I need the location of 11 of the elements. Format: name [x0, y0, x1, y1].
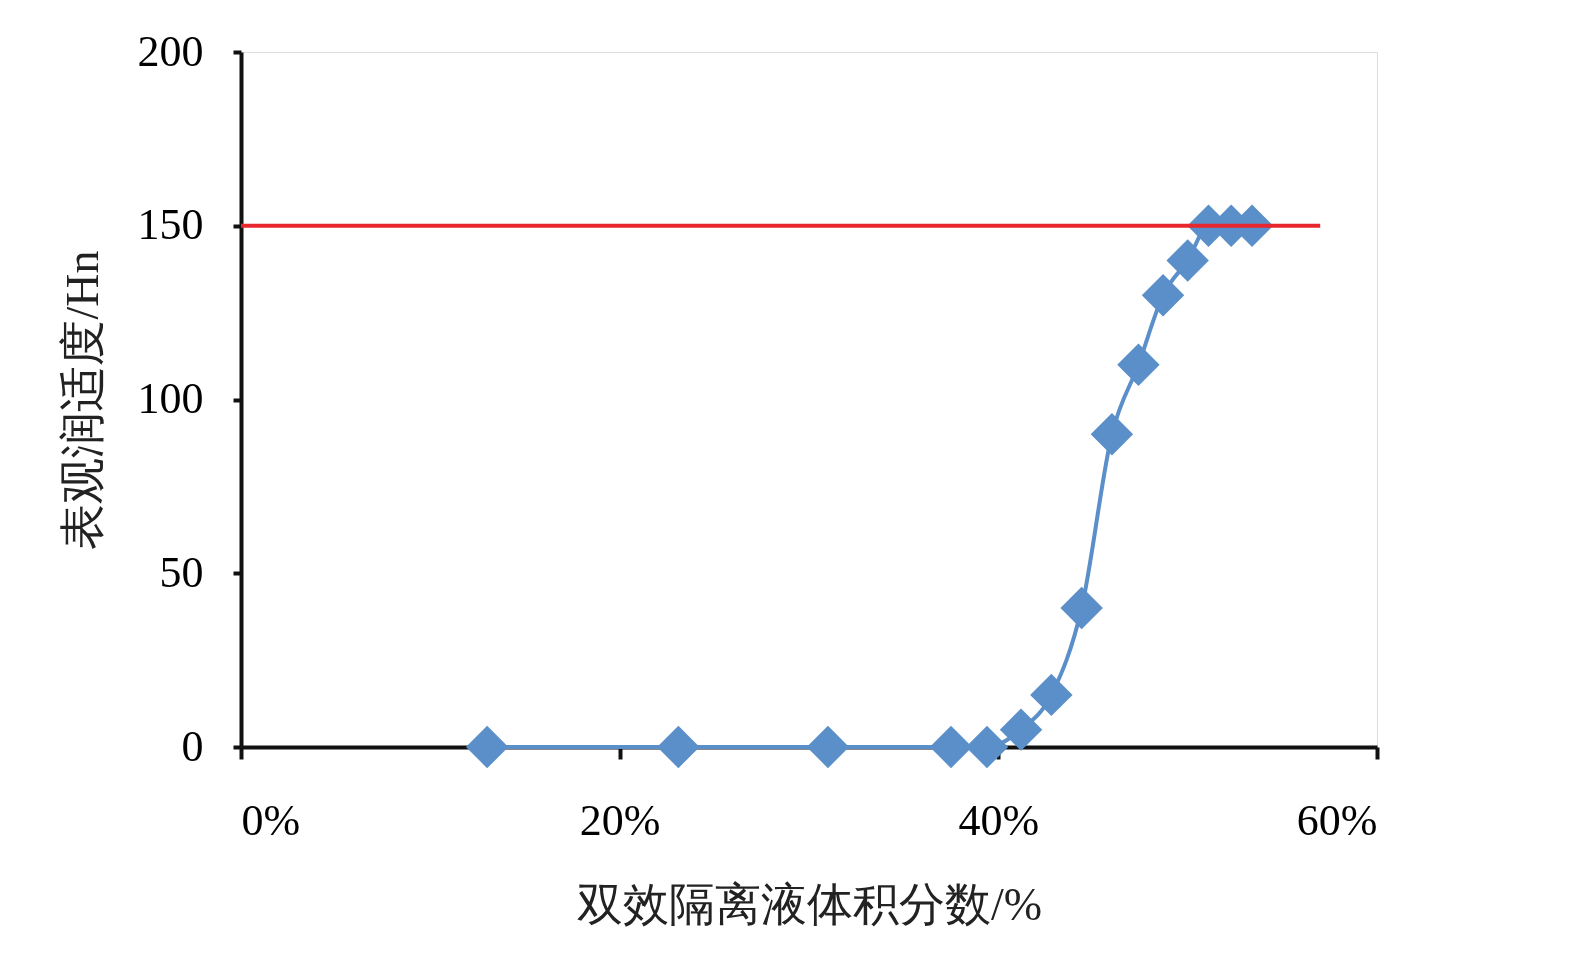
x-tick-label: 60%: [1296, 795, 1378, 845]
y-tick-label: 200: [137, 26, 204, 76]
y-tick-label: 150: [137, 200, 204, 250]
y-tick-label: 100: [137, 374, 204, 423]
x-tick-label: 0%: [241, 795, 301, 845]
y-axis-title: 表观润适度/Hn: [56, 250, 108, 550]
x-tick-label: 20%: [579, 795, 661, 845]
y-tick-label: 50: [159, 547, 204, 597]
y-tick-label: 0: [181, 721, 204, 771]
x-axis-title: 双效隔离液体积分数/%: [576, 878, 1043, 930]
x-tick-label: 40%: [958, 795, 1040, 845]
